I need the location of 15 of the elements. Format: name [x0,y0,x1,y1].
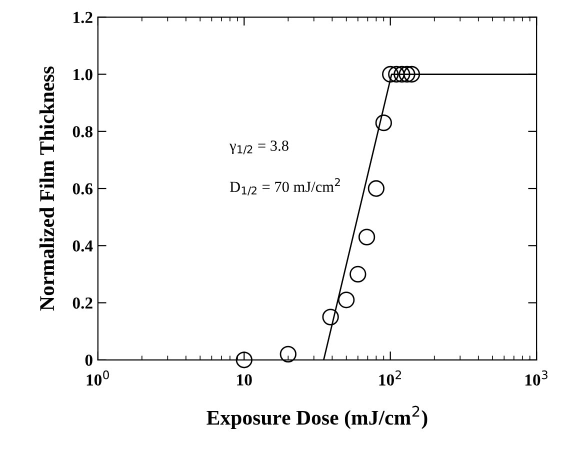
y-tick-label: 0.4 [72,240,93,252]
x-tick-label: 10 [237,374,252,386]
y-tick-label: 1.2 [74,12,92,24]
y-tick-label: 0 [85,354,92,366]
y-tick-label: 0.6 [72,183,93,195]
x-tick-label: 10$^{3}$ [525,370,548,386]
annotation: γ$_{1/2}$ = 3.8 [229,140,288,154]
x-tick-label: 10$^{0}$ [86,370,109,386]
y-tick-label: 0.8 [72,126,93,138]
x-tick-label: 10$^{2}$ [379,370,402,386]
x-axis-title: Exposure Dose (mJ/cm$^{2}$) [206,406,428,430]
annotation: D$_{1/2}$ = 70 mJ/cm$^{2}$ [230,178,340,196]
y-tick-label: 0.2 [72,297,92,309]
y-tick-label: 1.0 [74,68,92,80]
y-axis-title: Normalized Film Thickness [39,66,54,311]
